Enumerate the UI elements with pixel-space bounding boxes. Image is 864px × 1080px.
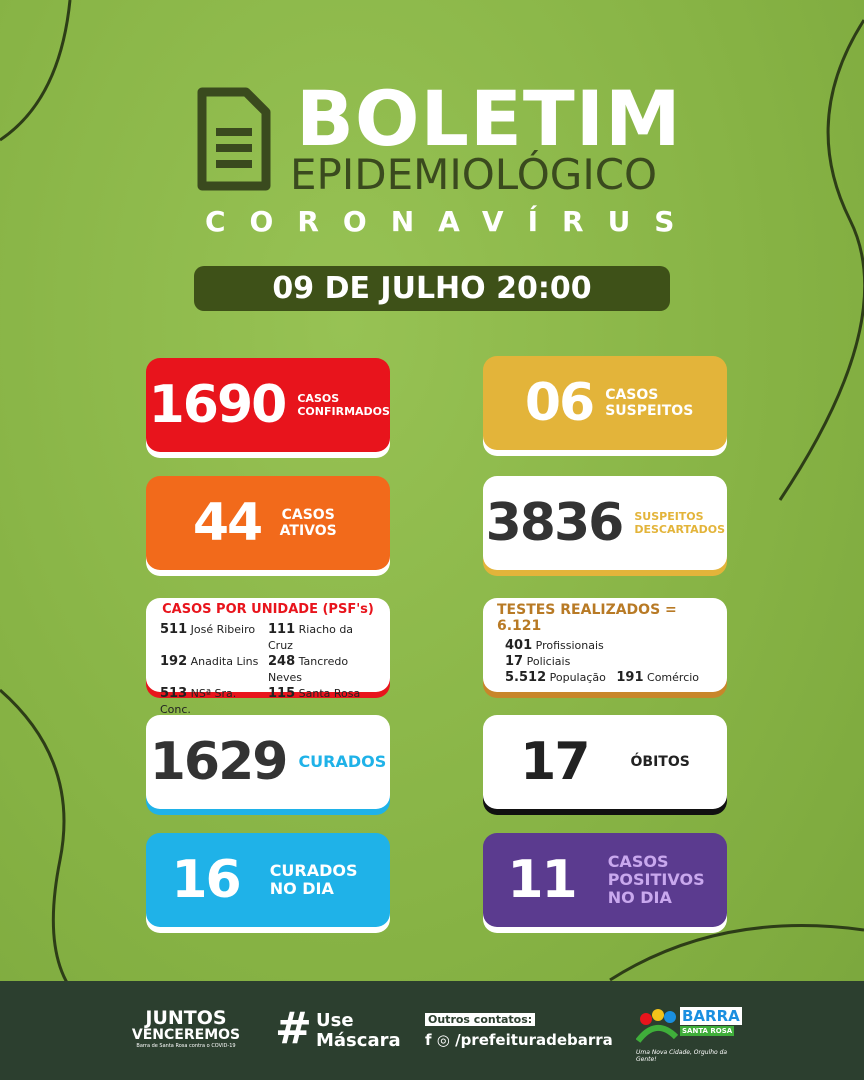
name: Policiais <box>526 655 571 668</box>
mascara: Máscara <box>316 1030 401 1051</box>
count: 192 <box>160 654 188 669</box>
label: CASOS SUSPEITOS <box>605 387 694 419</box>
use: Use <box>316 1010 354 1031</box>
card-ativos: 44 CASOS ATIVOS <box>146 476 390 570</box>
unidade-item: 513 NSª Sra. Conc. <box>160 686 268 718</box>
instagram-icon: ◎ <box>436 1031 450 1049</box>
name: Tancredo Neves <box>268 655 349 684</box>
card-obitos: 17 ÓBITOS <box>483 715 727 809</box>
unidades-title: CASOS POR UNIDADE (PSF's) <box>162 602 374 617</box>
value: 06 <box>524 373 595 433</box>
value: 11 <box>507 850 577 910</box>
label: CURADOS NO DIA <box>269 861 358 898</box>
label: CASOS ATIVOS <box>279 507 337 539</box>
unidade-item: 248 Tancredo Neves <box>268 654 376 686</box>
social-handle[interactable]: f ◎ /prefeituradebarra <box>425 1031 613 1049</box>
topic: CORONAVÍRUS <box>205 205 699 238</box>
date-banner: 09 DE JULHO 20:00 <box>194 266 670 311</box>
logo-barra: BARRA <box>680 1007 742 1025</box>
card-descartados: 3836 SUSPEITOS DESCARTADOS <box>483 476 727 570</box>
name: NSª Sra. Conc. <box>160 687 237 716</box>
value: 44 <box>192 493 263 553</box>
count: 191 <box>616 670 644 685</box>
unidade-item: 511 José Ribeiro <box>160 622 268 654</box>
hash-icon: # <box>275 1003 312 1054</box>
document-icon <box>197 87 271 191</box>
card-casos-por-unidade: CASOS POR UNIDADE (PSF's) 511 José Ribei… <box>146 598 390 716</box>
count: 248 <box>268 654 296 669</box>
name: População <box>549 671 606 684</box>
barra-santa-rosa-logo: BARRA SANTA ROSA Uma Nova Cidade, Orgulh… <box>635 1007 746 1063</box>
name: José Ribeiro <box>190 623 256 636</box>
name: Santa Rosa <box>298 687 361 700</box>
count: 111 <box>268 622 296 637</box>
count: 513 <box>160 686 188 701</box>
name: Anadita Lins <box>190 655 259 668</box>
count: 17 <box>505 654 524 669</box>
value: 1629 <box>149 732 289 792</box>
name: Comércio <box>647 671 700 684</box>
unidade-item: 115 Santa Rosa <box>268 686 376 718</box>
facebook-icon: f <box>425 1031 432 1049</box>
label: CURADOS <box>298 752 387 771</box>
value: 16 <box>171 850 241 910</box>
label: ÓBITOS <box>630 754 690 770</box>
card-positivos-dia: 11 CASOS POSITIVOS NO DIA <box>483 833 727 927</box>
card-suspeitos: 06 CASOS SUSPEITOS <box>483 356 727 450</box>
unidade-item: 111 Riacho da Cruz <box>268 622 376 654</box>
count: 115 <box>268 686 296 701</box>
value: 1690 <box>148 375 288 435</box>
unidade-item: 192 Anadita Lins <box>160 654 268 686</box>
people-logo-icon <box>635 1009 679 1043</box>
name: Riacho da Cruz <box>268 623 354 652</box>
outros-contatos: Outros contatos: <box>425 1013 536 1026</box>
handle: /prefeituradebarra <box>455 1031 613 1049</box>
testes-title: TESTES REALIZADOS = 6.121 <box>497 602 677 634</box>
logo-santa: SANTA ROSA <box>680 1026 735 1036</box>
count: 401 <box>505 638 533 653</box>
use-mascara: Use Máscara <box>316 1011 401 1051</box>
title: BOLETIM <box>296 74 682 163</box>
juntos-logo: JUNTOS VENCEREMOS Barra de Santa Rosa co… <box>130 1007 242 1050</box>
juntos: JUNTOS <box>145 1007 227 1029</box>
footer: JUNTOS VENCEREMOS Barra de Santa Rosa co… <box>0 981 864 1080</box>
card-curados: 1629 CURADOS <box>146 715 390 809</box>
subtitle: EPIDEMIOLÓGICO <box>290 150 658 199</box>
header: BOLETIM EPIDEMIOLÓGICO <box>192 74 681 202</box>
label: CASOS CONFIRMADOS <box>297 392 390 418</box>
count: 5.512 <box>505 670 547 685</box>
juntos-sub: Barra de Santa Rosa contra o COVID-19 <box>136 1043 236 1049</box>
venceremos: VENCEREMOS <box>131 1027 241 1043</box>
card-testes: TESTES REALIZADOS = 6.121 401 Profission… <box>483 598 727 692</box>
name: Profissionais <box>535 639 604 652</box>
label: CASOS POSITIVOS NO DIA <box>607 852 705 907</box>
value: 17 <box>520 732 590 792</box>
card-curados-dia: 16 CURADOS NO DIA <box>146 833 390 927</box>
card-confirmados: 1690 CASOS CONFIRMADOS <box>146 358 390 452</box>
logo-slogan: Uma Nova Cidade, Orgulho da Gente! <box>636 1049 728 1063</box>
count: 511 <box>160 622 188 637</box>
label: SUSPEITOS DESCARTADOS <box>634 510 726 536</box>
value: 3836 <box>485 493 625 553</box>
